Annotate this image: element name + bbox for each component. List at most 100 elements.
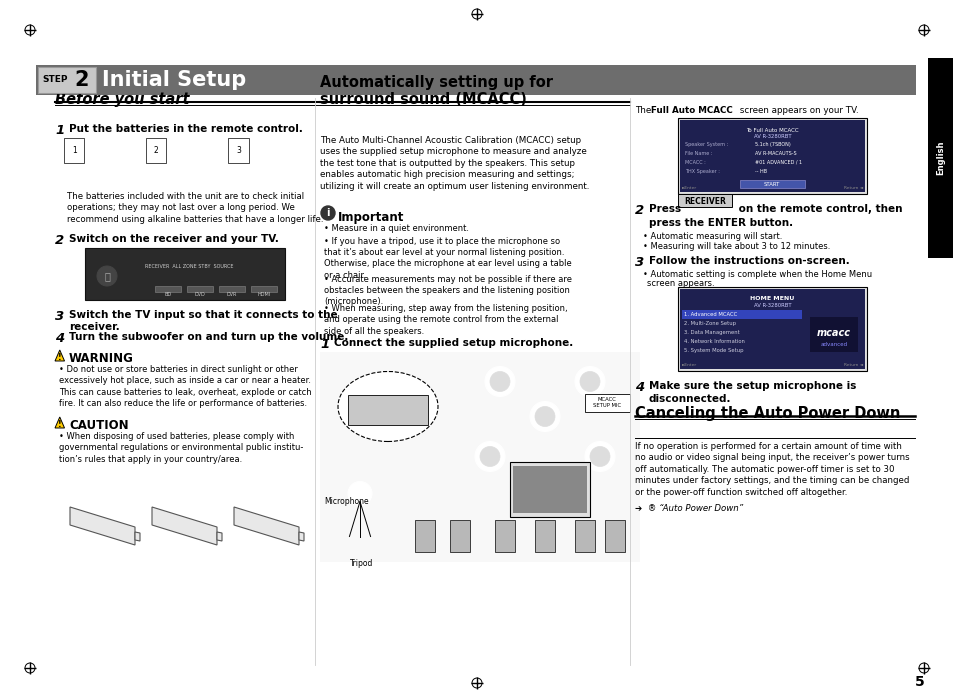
- Text: • If you have a tripod, use it to place the microphone so
that it’s about ear le: • If you have a tripod, use it to place …: [324, 237, 571, 280]
- Text: Press: Press: [648, 204, 684, 214]
- FancyBboxPatch shape: [740, 180, 804, 188]
- Text: Switch on the receiver and your TV.: Switch on the receiver and your TV.: [69, 234, 278, 244]
- Text: Put the batteries in the remote control.: Put the batteries in the remote control.: [69, 124, 302, 134]
- Text: -- HB: -- HB: [754, 169, 766, 174]
- Circle shape: [320, 206, 335, 220]
- FancyBboxPatch shape: [575, 519, 595, 551]
- FancyBboxPatch shape: [678, 118, 866, 194]
- Circle shape: [579, 371, 599, 392]
- Text: • Measuring will take about 3 to 12 minutes.: • Measuring will take about 3 to 12 minu…: [642, 242, 829, 251]
- Text: 1: 1: [319, 338, 329, 350]
- FancyBboxPatch shape: [415, 519, 435, 551]
- Text: 2: 2: [635, 204, 643, 217]
- Polygon shape: [216, 532, 222, 541]
- Text: Tripod: Tripod: [350, 560, 373, 568]
- Text: Follow the instructions on-screen.: Follow the instructions on-screen.: [648, 256, 849, 266]
- Text: • When disposing of used batteries, please comply with
governmental regulations : • When disposing of used batteries, plea…: [59, 432, 303, 464]
- Text: Connect the supplied setup microphone.: Connect the supplied setup microphone.: [334, 338, 573, 348]
- FancyBboxPatch shape: [38, 67, 96, 93]
- Text: 5.1ch (7SBON): 5.1ch (7SBON): [754, 142, 790, 147]
- Text: HOME MENU: HOME MENU: [749, 296, 794, 301]
- Circle shape: [475, 442, 504, 472]
- Text: mcacc: mcacc: [816, 328, 850, 338]
- Text: Switch the TV input so that it connects to the
receiver.: Switch the TV input so that it connects …: [69, 310, 337, 332]
- Text: BD: BD: [164, 292, 172, 297]
- FancyBboxPatch shape: [678, 194, 731, 207]
- Text: 2: 2: [55, 234, 64, 247]
- Text: disconnected.: disconnected.: [648, 394, 731, 404]
- FancyBboxPatch shape: [679, 120, 864, 192]
- Text: Turn the subwoofer on and turn up the volume.: Turn the subwoofer on and turn up the vo…: [69, 332, 348, 342]
- Text: English: English: [936, 141, 944, 175]
- FancyBboxPatch shape: [348, 394, 428, 424]
- Polygon shape: [70, 507, 135, 545]
- Text: !: !: [58, 419, 62, 429]
- FancyBboxPatch shape: [809, 317, 857, 352]
- Circle shape: [535, 406, 555, 426]
- FancyBboxPatch shape: [251, 286, 276, 292]
- Text: THX Speaker :: THX Speaker :: [684, 169, 720, 174]
- Text: 1: 1: [55, 124, 64, 137]
- Text: • Automatic setting is complete when the Home Menu: • Automatic setting is complete when the…: [642, 270, 871, 279]
- Text: • When measuring, step away from the listening position,
and operate using the r: • When measuring, step away from the lis…: [324, 304, 567, 336]
- Text: i: i: [326, 208, 330, 218]
- Text: The batteries included with the unit are to check initial
operations; they may n: The batteries included with the unit are…: [67, 192, 323, 224]
- Text: STEP: STEP: [42, 75, 68, 84]
- Text: press the ENTER button.: press the ENTER button.: [648, 218, 792, 228]
- Text: advanced: advanced: [820, 343, 846, 348]
- Text: ⏻: ⏻: [104, 271, 110, 281]
- Circle shape: [484, 366, 515, 396]
- Circle shape: [479, 447, 499, 466]
- Text: Canceling the Auto Power Down: Canceling the Auto Power Down: [635, 406, 900, 421]
- Circle shape: [348, 482, 372, 505]
- Text: RECEIVER  ALL ZONE STBY  SOURCE: RECEIVER ALL ZONE STBY SOURCE: [145, 264, 233, 269]
- Circle shape: [490, 371, 510, 392]
- Text: Initial Setup: Initial Setup: [102, 70, 246, 90]
- Text: HDMI: HDMI: [257, 292, 271, 297]
- Text: File Name :: File Name :: [684, 151, 712, 156]
- FancyBboxPatch shape: [319, 352, 639, 561]
- FancyBboxPatch shape: [679, 289, 864, 369]
- Text: The Auto Multi-Channel Acoustic Calibration (MCACC) setup
uses the supplied setu: The Auto Multi-Channel Acoustic Calibrat…: [319, 136, 589, 191]
- Text: 1: 1: [71, 146, 76, 155]
- Text: 4: 4: [635, 381, 643, 394]
- Text: • Accurate measurements may not be possible if there are
obstacles between the s: • Accurate measurements may not be possi…: [324, 274, 572, 306]
- Polygon shape: [152, 507, 216, 545]
- Text: ►Enter: ►Enter: [681, 363, 697, 367]
- Text: Important: Important: [337, 211, 404, 224]
- Text: To Full Auto MCACC: To Full Auto MCACC: [745, 128, 798, 133]
- Text: AV R-3280RBT: AV R-3280RBT: [753, 134, 790, 139]
- Text: AV R-3280RBT: AV R-3280RBT: [753, 303, 790, 308]
- Text: MCACC :: MCACC :: [684, 160, 705, 165]
- Text: Before you start: Before you start: [55, 92, 190, 107]
- Text: Full Auto MCACC: Full Auto MCACC: [650, 106, 732, 115]
- Text: screen appears on your TV.: screen appears on your TV.: [737, 106, 858, 115]
- Text: !: !: [58, 352, 62, 362]
- Text: 3. Data Management: 3. Data Management: [683, 330, 739, 335]
- FancyBboxPatch shape: [154, 286, 181, 292]
- Polygon shape: [135, 532, 140, 541]
- FancyBboxPatch shape: [450, 519, 470, 551]
- Text: Automatically setting up for
surround sound (MCACC): Automatically setting up for surround so…: [319, 75, 553, 107]
- Polygon shape: [55, 350, 65, 361]
- Text: The: The: [635, 106, 654, 115]
- FancyBboxPatch shape: [678, 287, 866, 371]
- Text: 2. Multi-Zone Setup: 2. Multi-Zone Setup: [683, 321, 735, 326]
- FancyBboxPatch shape: [495, 519, 515, 551]
- Text: • Measure in a quiet environment.: • Measure in a quiet environment.: [324, 224, 469, 233]
- Circle shape: [584, 442, 615, 472]
- Text: 4: 4: [55, 332, 64, 345]
- Text: If no operation is performed for a certain amount of time with
no audio or video: If no operation is performed for a certa…: [635, 442, 908, 497]
- Circle shape: [589, 447, 609, 466]
- Text: CAUTION: CAUTION: [69, 419, 129, 432]
- FancyBboxPatch shape: [187, 286, 213, 292]
- Text: WARNING: WARNING: [69, 352, 133, 365]
- Polygon shape: [298, 532, 304, 541]
- Text: 3: 3: [55, 310, 64, 323]
- Text: 2: 2: [153, 146, 158, 155]
- Text: • Do not use or store batteries in direct sunlight or other
excessively hot plac: • Do not use or store batteries in direc…: [59, 365, 312, 408]
- FancyBboxPatch shape: [513, 466, 586, 512]
- Text: DVD: DVD: [194, 292, 205, 297]
- Text: AV R-MACAUTS-S: AV R-MACAUTS-S: [754, 151, 796, 156]
- FancyBboxPatch shape: [927, 58, 953, 258]
